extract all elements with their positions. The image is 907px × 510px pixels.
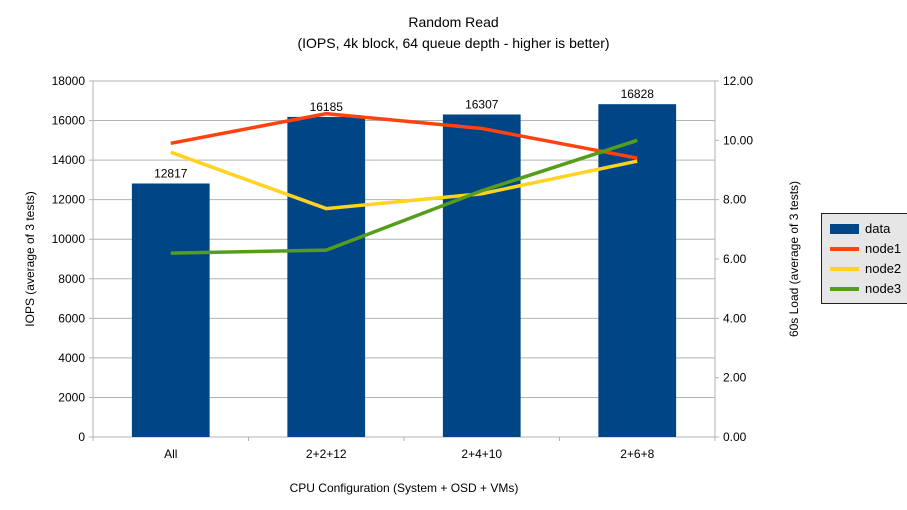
legend-swatch-node1 (830, 246, 859, 251)
x-category-label: All (164, 447, 177, 461)
bar-value-label: 16185 (310, 100, 344, 114)
left-axis-tick-label: 16000 (52, 114, 86, 128)
legend-item-data: data (830, 221, 901, 236)
left-axis-tick-label: 18000 (52, 74, 86, 88)
left-axis-tick-label: 6000 (58, 311, 85, 325)
x-axis-title: CPU Configuration (System + OSD + VMs) (289, 481, 519, 495)
x-category-label: 2+4+10 (461, 447, 502, 461)
legend-item-node2: node2 (830, 261, 901, 276)
bar-value-label: 16828 (621, 87, 655, 101)
legend-swatch-data (830, 223, 859, 234)
chart-title-block: Random Read (IOPS, 4k block, 64 queue de… (0, 12, 907, 54)
legend-swatch-node2 (830, 266, 859, 271)
right-axis-tick-label: 2.00 (723, 371, 747, 385)
bar-2+2+12 (287, 116, 366, 437)
right-axis-tick-label: 10.00 (723, 133, 753, 147)
legend-swatch-node3 (830, 286, 859, 291)
chart-title: Random Read (408, 14, 499, 30)
bar-value-label: 12817 (154, 167, 188, 181)
right-axis-tick-label: 4.00 (723, 311, 747, 325)
bar-All (131, 183, 210, 437)
legend-item-node3: node3 (830, 281, 901, 296)
bar-2+6+8 (598, 104, 677, 437)
left-axis-tick-label: 4000 (58, 351, 85, 365)
legend-label-node2: node2 (865, 261, 902, 276)
x-category-label: 2+2+12 (306, 447, 347, 461)
right-axis-tick-label: 6.00 (723, 252, 747, 266)
left-axis-tick-label: 12000 (52, 193, 86, 207)
right-axis-tick-label: 8.00 (723, 193, 747, 207)
left-axis-tick-label: 10000 (52, 232, 86, 246)
right-axis-title: 60s Load (average of 3 tests) (787, 180, 801, 338)
left-axis-tick-label: 0 (78, 430, 85, 444)
bar-2+4+10 (442, 114, 521, 438)
left-axis-tick-label: 2000 (58, 390, 85, 404)
legend-label-data: data (865, 221, 891, 236)
line-node3 (170, 138, 638, 255)
line-node2 (170, 150, 638, 211)
legend-label-node3: node3 (865, 281, 902, 296)
left-axis-tick-label: 8000 (58, 272, 85, 286)
right-axis-tick-label: 0.00 (723, 430, 747, 444)
bar-value-label: 16307 (465, 97, 499, 111)
left-axis-title: IOPS (average of 3 tests) (23, 191, 37, 327)
line-node1 (170, 111, 638, 160)
right-axis-tick-label: 12.00 (723, 74, 753, 88)
legend-label-node1: node1 (865, 241, 902, 256)
legend-item-node1: node1 (830, 241, 901, 256)
left-axis-tick-label: 14000 (52, 153, 86, 167)
legend: data node1 node2 node3 (821, 213, 907, 304)
x-category-label: 2+6+8 (620, 447, 654, 461)
chart-subtitle: (IOPS, 4k block, 64 queue depth - higher… (297, 35, 610, 51)
